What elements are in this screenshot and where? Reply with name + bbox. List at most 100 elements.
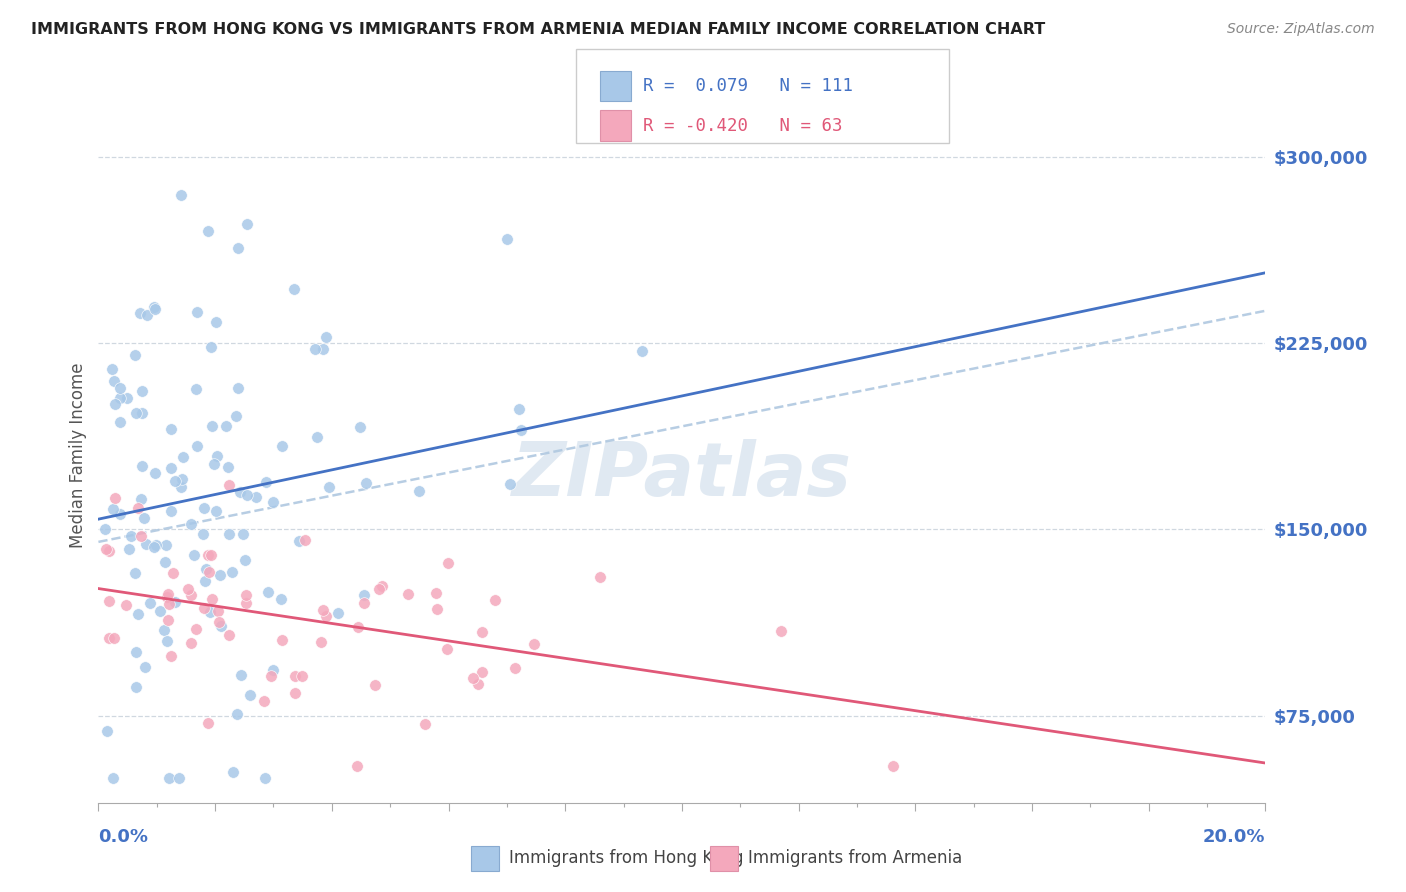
- Point: [262, 494, 284, 508]
- Point: [589, 569, 612, 583]
- Point: [270, 592, 292, 607]
- Point: [205, 503, 228, 517]
- Point: [120, 528, 142, 542]
- Point: [225, 409, 247, 423]
- Point: [284, 669, 307, 683]
- Point: [217, 459, 239, 474]
- Point: [172, 450, 194, 464]
- Point: [131, 529, 153, 543]
- Point: [145, 302, 167, 317]
- Point: [103, 501, 125, 516]
- Point: [232, 527, 254, 541]
- Point: [129, 306, 152, 320]
- Point: [193, 501, 215, 516]
- Point: [353, 596, 375, 610]
- Point: [205, 450, 228, 464]
- Point: [165, 595, 187, 609]
- Point: [153, 624, 176, 638]
- Point: [108, 416, 131, 430]
- Point: [135, 537, 157, 551]
- Point: [197, 566, 219, 580]
- Point: [170, 187, 193, 202]
- Text: R =  0.079   N = 111: R = 0.079 N = 111: [643, 77, 852, 95]
- Point: [198, 606, 221, 620]
- Text: 20.0%: 20.0%: [1204, 828, 1265, 846]
- Point: [156, 634, 179, 648]
- Point: [156, 590, 179, 604]
- Point: [124, 347, 146, 361]
- Point: [157, 613, 180, 627]
- Point: [354, 476, 377, 491]
- Point: [254, 771, 277, 785]
- Point: [882, 758, 904, 772]
- Point: [124, 645, 146, 659]
- Point: [103, 375, 125, 389]
- Point: [630, 344, 652, 359]
- Point: [291, 669, 314, 683]
- Point: [221, 565, 243, 579]
- Point: [229, 668, 252, 682]
- Point: [254, 475, 277, 489]
- Point: [467, 677, 489, 691]
- Point: [167, 771, 190, 785]
- Point: [262, 663, 284, 677]
- Point: [205, 315, 228, 329]
- Point: [134, 660, 156, 674]
- Point: [425, 586, 447, 600]
- Point: [160, 460, 183, 475]
- Point: [523, 637, 546, 651]
- Point: [163, 474, 186, 488]
- Point: [235, 596, 257, 610]
- Point: [101, 771, 124, 785]
- Point: [311, 635, 333, 649]
- Point: [193, 600, 215, 615]
- Point: [304, 343, 326, 357]
- Point: [201, 591, 224, 606]
- Point: [186, 439, 208, 453]
- Point: [318, 480, 340, 494]
- Point: [127, 607, 149, 622]
- Point: [202, 457, 225, 471]
- Point: [256, 585, 278, 599]
- Point: [115, 598, 138, 612]
- Point: [208, 615, 231, 629]
- Point: [235, 589, 257, 603]
- Point: [115, 391, 138, 405]
- Text: IMMIGRANTS FROM HONG KONG VS IMMIGRANTS FROM ARMENIA MEDIAN FAMILY INCOME CORREL: IMMIGRANTS FROM HONG KONG VS IMMIGRANTS …: [31, 22, 1045, 37]
- Point: [131, 406, 153, 420]
- Point: [245, 490, 267, 504]
- Point: [436, 642, 458, 657]
- Point: [218, 478, 240, 492]
- Point: [368, 582, 391, 596]
- Text: ZIPatlas: ZIPatlas: [512, 439, 852, 512]
- Text: R = -0.420   N = 63: R = -0.420 N = 63: [643, 117, 842, 135]
- Text: 0.0%: 0.0%: [98, 828, 149, 846]
- Point: [371, 579, 394, 593]
- Point: [426, 602, 449, 616]
- Text: Immigrants from Armenia: Immigrants from Armenia: [748, 849, 962, 867]
- Point: [180, 588, 202, 602]
- Point: [157, 771, 180, 785]
- Point: [222, 765, 245, 780]
- Point: [283, 282, 305, 296]
- Point: [239, 688, 262, 702]
- Point: [180, 636, 202, 650]
- Text: Immigrants from Hong Kong: Immigrants from Hong Kong: [509, 849, 744, 867]
- Point: [271, 439, 294, 453]
- Point: [177, 582, 200, 597]
- Point: [311, 602, 333, 616]
- Point: [252, 694, 274, 708]
- Point: [132, 511, 155, 525]
- Point: [194, 574, 217, 589]
- Point: [184, 622, 207, 636]
- Point: [145, 538, 167, 552]
- Point: [131, 459, 153, 474]
- Point: [229, 485, 252, 500]
- Point: [142, 540, 165, 554]
- Point: [170, 479, 193, 493]
- Point: [135, 309, 157, 323]
- Point: [143, 301, 166, 315]
- Point: [96, 541, 118, 556]
- Point: [484, 592, 506, 607]
- Point: [104, 491, 127, 506]
